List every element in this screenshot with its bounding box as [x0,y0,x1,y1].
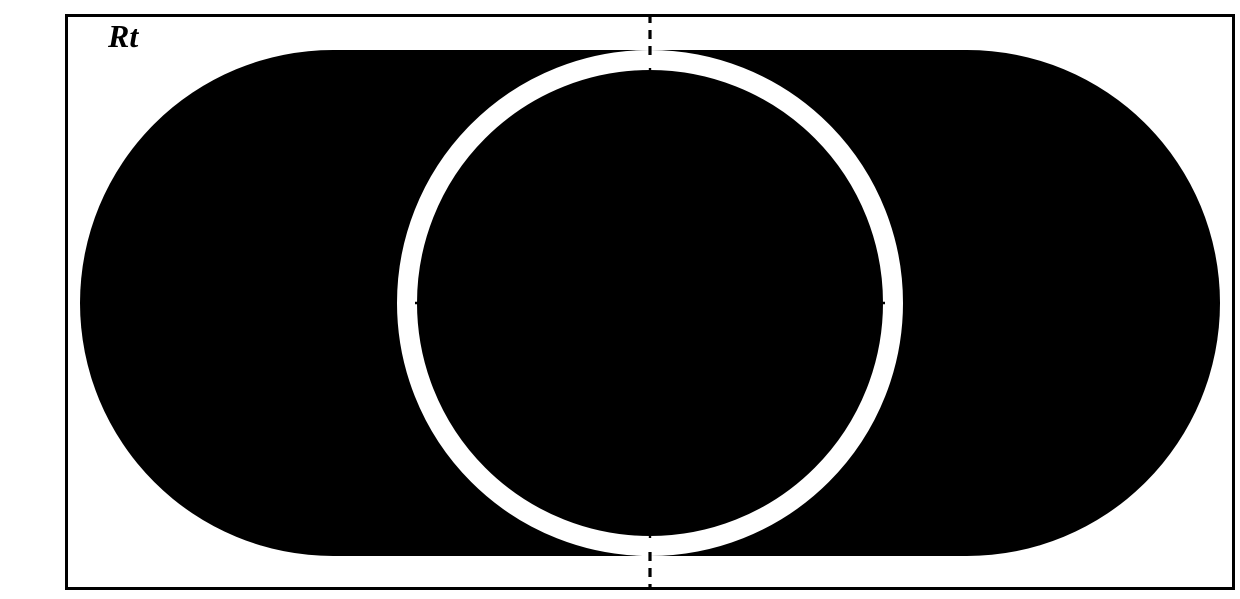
capsule-diagram [0,0,1240,599]
